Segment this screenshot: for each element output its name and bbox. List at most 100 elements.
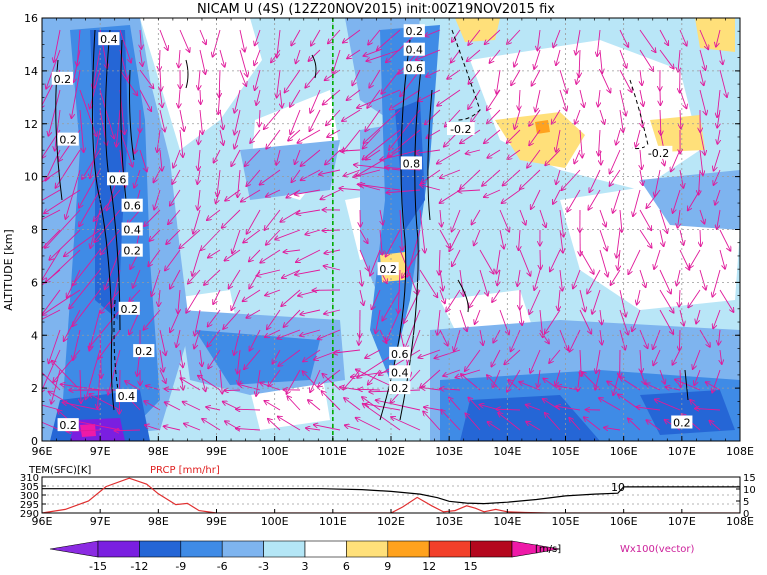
contour-label: 0.4 <box>118 390 136 403</box>
wind-vector <box>640 349 642 373</box>
wind-vector <box>217 169 221 196</box>
wind-vector <box>579 289 585 311</box>
wind-vector <box>127 209 141 225</box>
colorbar: -15 -12 -9 -6 -3 3 6 9 12 15 <box>49 540 561 573</box>
wind-vector <box>619 309 628 335</box>
wind-vector <box>183 402 201 411</box>
wind-vector <box>484 129 501 143</box>
wind-vector <box>451 49 461 63</box>
wind-vectors <box>42 29 733 431</box>
wind-vector <box>265 289 281 295</box>
wind-vector <box>439 329 448 346</box>
wind-vector <box>439 269 443 291</box>
wind-vector <box>322 230 341 231</box>
wind-vector <box>539 329 549 343</box>
x-axis: 96E 97E 98E 99E 100E 101E 102E 103E 104E 105E 106E… <box>32 18 754 458</box>
wind-vector <box>46 249 81 283</box>
wind-vector <box>559 229 563 253</box>
wind-vector <box>73 49 81 82</box>
sub-x-tick-label: 96E <box>32 515 53 528</box>
wind-vector <box>706 382 721 391</box>
wind-vector <box>527 149 541 168</box>
sub-annotation: 10 <box>611 481 625 494</box>
wind-vector <box>555 369 561 385</box>
wind-vector <box>63 402 101 411</box>
wind-vector <box>720 349 722 364</box>
wind-vector <box>699 209 704 224</box>
contour-label-bg <box>107 172 129 186</box>
wind-vector <box>672 349 681 365</box>
wind-vector <box>198 149 200 170</box>
wind-vector <box>159 49 160 70</box>
colorbar-swatch <box>263 540 306 558</box>
wind-vector <box>115 430 141 431</box>
wind-vector <box>699 169 700 195</box>
y-tick-label: 8 <box>31 224 38 237</box>
y-tick-label: 2 <box>31 382 38 395</box>
wind-vector <box>507 29 521 44</box>
wind-vector <box>616 129 621 145</box>
colorbar-swatch <box>139 540 182 558</box>
colorbar-swatch <box>180 540 223 558</box>
wind-vector <box>208 249 221 258</box>
wind-vector <box>148 249 161 266</box>
wind-vector <box>234 129 241 149</box>
wind-vector <box>487 89 501 110</box>
wind-vector <box>519 209 526 225</box>
wind-vector <box>222 209 241 228</box>
contour-line <box>457 279 469 313</box>
wind-vector <box>363 109 401 143</box>
wind-vector <box>496 409 521 410</box>
contour-label-bg <box>389 346 411 360</box>
wind-vector <box>145 425 161 431</box>
wind-vector <box>421 169 441 183</box>
wind-vector <box>359 249 369 271</box>
wind-vector <box>323 89 341 105</box>
shade-darkblue <box>460 395 600 441</box>
wind-vector <box>300 309 321 314</box>
wind-vector <box>699 269 706 290</box>
wind-vector <box>347 49 361 58</box>
wind-vector <box>699 89 706 115</box>
wind-vector <box>679 329 680 350</box>
wind-vector <box>659 369 665 384</box>
wind-vector <box>133 269 141 288</box>
wind-vector <box>485 29 501 44</box>
wind-vector <box>234 329 241 355</box>
wind-vector <box>237 349 240 373</box>
wind-vector <box>380 209 383 225</box>
wind-vector <box>619 89 626 116</box>
wind-vector <box>160 89 162 107</box>
wind-vector <box>584 417 601 431</box>
wind-vector <box>459 309 467 331</box>
wind-vector <box>717 129 720 144</box>
wind-vector <box>550 249 561 271</box>
wind-vector <box>474 229 481 245</box>
wind-vector <box>582 372 601 391</box>
wind-vector <box>100 289 121 313</box>
wind-vector <box>139 69 153 88</box>
wind-vector <box>268 419 281 431</box>
wind-vector <box>502 189 521 203</box>
wind-vector <box>359 329 360 345</box>
wind-vector <box>613 369 621 395</box>
wind-vector <box>717 89 721 117</box>
sub-left-tick-label: 290 <box>20 509 39 520</box>
wind-vector <box>597 29 601 56</box>
wind-vector <box>636 129 641 147</box>
wind-vector <box>655 169 661 196</box>
wind-vector <box>423 411 441 431</box>
wind-vector <box>699 329 710 347</box>
wind-vector <box>449 398 461 411</box>
wind-vector <box>514 49 521 67</box>
wind-vector <box>200 89 201 104</box>
wind-vector <box>719 69 727 97</box>
wind-vector <box>305 229 321 234</box>
wind-vector <box>160 149 162 171</box>
wind-vector <box>391 417 421 431</box>
wind-vector <box>207 329 221 347</box>
wind-vector <box>439 249 440 275</box>
contour-label: 0.6 <box>123 200 141 213</box>
wind-vector <box>699 69 704 85</box>
